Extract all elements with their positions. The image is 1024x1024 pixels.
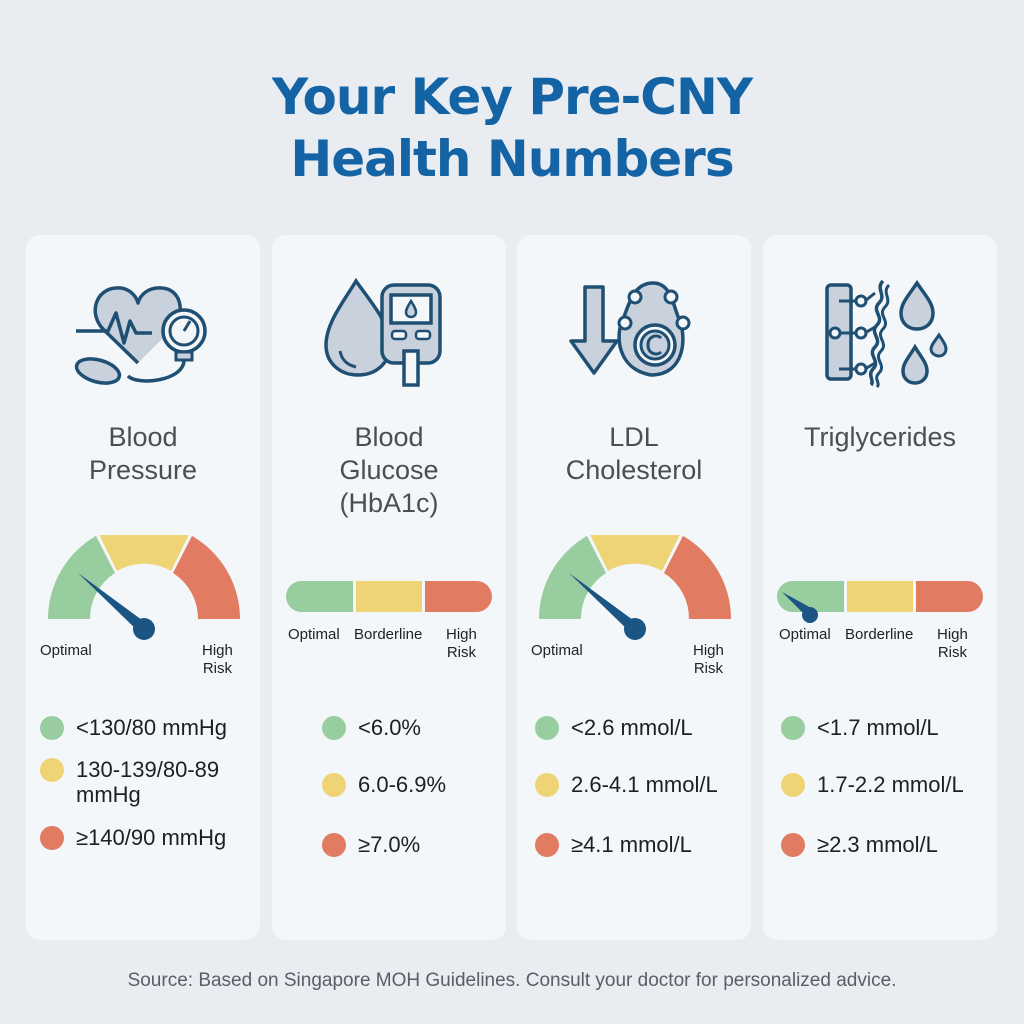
yellow-dot-icon [535, 773, 559, 797]
label-high-risk: High Risk [937, 626, 968, 661]
risk-bar: Optimal Borderline High Risk [763, 581, 997, 671]
legend-borderline: 130-139/80-89 mmHg [40, 757, 240, 807]
glucose-meter-icon [324, 277, 442, 387]
card-ldl-cholesterol: LDL Cholesterol Optimal High Risk <2.6 m… [517, 235, 751, 940]
yellow-dot-icon [322, 773, 346, 797]
card-blood-pressure: Blood Pressure Optimal High Risk <130/80… [26, 235, 260, 940]
card-triglycerides: Triglycerides Optimal Borderline High Ri… [763, 235, 997, 940]
label-high-risk: High Risk [693, 642, 724, 677]
heart-blood-pressure-icon [74, 286, 207, 385]
risk-bar-segments [286, 581, 493, 612]
legend-borderline: 1.7-2.2 mmol/L [781, 772, 964, 797]
green-dot-icon [781, 716, 805, 740]
label-optimal: Optimal [531, 642, 583, 659]
yellow-dot-icon [781, 773, 805, 797]
segment-high-risk [916, 581, 984, 612]
card-title: Blood Glucose (HbA1c) [339, 422, 439, 518]
card-title: Triglycerides [803, 422, 957, 452]
label-borderline: Borderline [845, 626, 914, 643]
card-title: LDL Cholesterol [565, 422, 703, 485]
gauge-dial [48, 535, 240, 640]
source-footnote: Source: Based on Singapore MOH Guideline… [127, 970, 897, 991]
title-line-2: Health Numbers [290, 130, 734, 188]
legend-borderline: 2.6-4.1 mmol/L [535, 772, 718, 797]
label-optimal: Optimal [779, 626, 831, 643]
red-dot-icon [322, 833, 346, 857]
segment-borderline [846, 581, 914, 612]
segment-optimal [286, 581, 353, 612]
triglycerides-fat-droplets-icon [825, 279, 948, 389]
yellow-dot-icon [40, 758, 64, 782]
label-high-risk: High Risk [202, 642, 233, 677]
title-line-1: Your Key Pre-CNY [271, 68, 753, 126]
label-optimal: Optimal [288, 626, 340, 643]
legend-high-risk: ≥2.3 mmol/L [781, 832, 938, 857]
legend-high-risk: ≥4.1 mmol/L [535, 832, 692, 857]
green-dot-icon [40, 716, 64, 740]
label-high-risk: High Risk [446, 626, 477, 661]
cholesterol-down-arrow-icon [569, 281, 691, 377]
legend-optimal: <1.7 mmol/L [781, 715, 939, 740]
red-dot-icon [535, 833, 559, 857]
legend-optimal: <6.0% [322, 715, 421, 740]
segment-high-risk [425, 581, 493, 612]
red-dot-icon [40, 826, 64, 850]
legend-borderline: 6.0-6.9% [322, 772, 446, 797]
label-borderline: Borderline [354, 626, 423, 643]
legend-high-risk: ≥7.0% [322, 832, 420, 857]
legend-high-risk: ≥140/90 mmHg [40, 825, 226, 850]
gauge-dial [539, 535, 731, 640]
risk-gauge: Optimal High Risk [26, 535, 260, 685]
legend-optimal: <2.6 mmol/L [535, 715, 693, 740]
risk-gauge: Optimal High Risk [517, 535, 751, 685]
red-dot-icon [781, 833, 805, 857]
segment-borderline [355, 581, 423, 612]
green-dot-icon [535, 716, 559, 740]
bar-needle-icon [782, 592, 818, 623]
green-dot-icon [322, 716, 346, 740]
card-title: Blood Pressure [88, 422, 198, 485]
label-optimal: Optimal [40, 642, 92, 659]
risk-bar: Optimal Borderline High Risk [272, 581, 506, 671]
legend-optimal: <130/80 mmHg [40, 715, 227, 740]
page-title: Your Key Pre-CNY Health Numbers [0, 66, 1024, 190]
card-blood-glucose: Blood Glucose (HbA1c) Optimal Borderline… [272, 235, 506, 940]
